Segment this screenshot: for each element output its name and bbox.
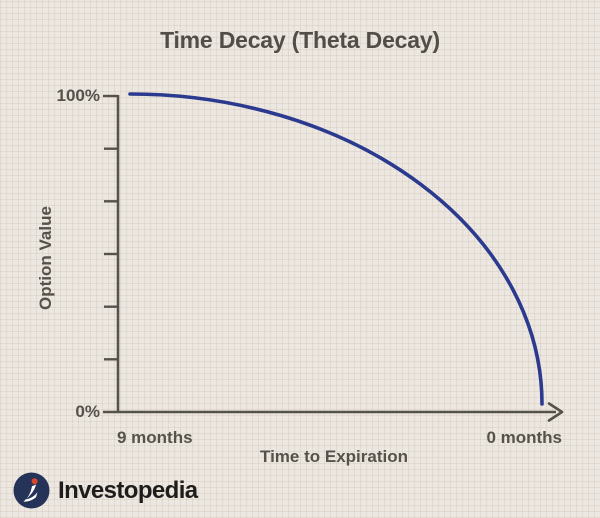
- y-axis-title: Option Value: [36, 206, 55, 310]
- chart-title: Time Decay (Theta Decay): [160, 27, 440, 53]
- logo-i-swoosh: [23, 484, 38, 502]
- investopedia-wordmark: Investopedia: [58, 476, 198, 504]
- x-axis-tick-label-9-months: 9 months: [117, 428, 193, 447]
- y-axis-tick-label-100: 100%: [56, 86, 100, 105]
- theta-decay-curve: [128, 92, 544, 406]
- investopedia-branding: Investopedia: [13, 472, 198, 509]
- x-axis-arrowhead-icon: [547, 402, 564, 422]
- y-axis-ticks: [103, 94, 118, 361]
- x-axis-title: Time to Expiration: [260, 447, 408, 466]
- y-axis-tick-label-0: 0%: [75, 402, 100, 421]
- x-axis-tick-label-0-months: 0 months: [486, 428, 562, 447]
- investopedia-logo-icon: [13, 472, 50, 509]
- logo-red-dot: [31, 478, 38, 485]
